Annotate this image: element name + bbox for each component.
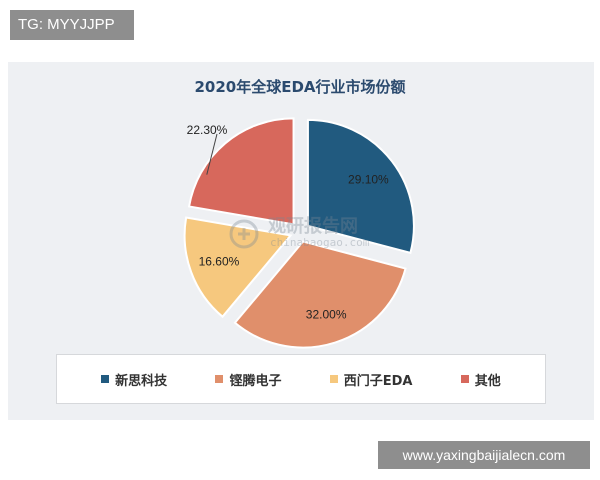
legend-swatch (460, 375, 469, 383)
watermark-text: 观研报告网 (268, 216, 358, 237)
data-label: 29.10% (348, 172, 389, 186)
watermark: 观研报告网 chinabaogao.com (228, 212, 398, 256)
legend-item: 新思科技 (101, 370, 167, 389)
data-label: 22.30% (187, 123, 228, 137)
pie-slice (183, 216, 293, 319)
legend-item: 其他 (460, 370, 501, 389)
legend-swatch (101, 375, 110, 383)
watermark-subtext: chinabaogao.com (270, 236, 370, 249)
legend-label: 西门子EDA (343, 373, 413, 389)
legend-swatch (215, 375, 224, 383)
data-label: 16.60% (199, 255, 240, 269)
pie-slice (233, 240, 407, 349)
chart-title: 2020年全球EDA行业市场份额 (194, 78, 406, 96)
chart-legend: 新思科技 铿腾电子 西门子EDA 其他 (56, 354, 546, 404)
legend-label: 铿腾电子 (229, 373, 282, 389)
pie-slice (306, 118, 415, 255)
legend-swatch (329, 375, 338, 383)
legend-label: 新思科技 (115, 373, 168, 389)
pie-slice (187, 117, 295, 226)
legend-item: 铿腾电子 (215, 370, 281, 389)
leader-line (206, 133, 218, 175)
data-label: 32.00% (306, 307, 347, 321)
telegram-badge: TG: MYYJJPP (10, 10, 134, 40)
legend-item: 西门子EDA (329, 370, 413, 389)
legend-label: 其他 (474, 373, 501, 389)
url-badge: www.yaxingbaijialecn.com (378, 441, 590, 469)
watermark-logo-icon (229, 219, 259, 249)
